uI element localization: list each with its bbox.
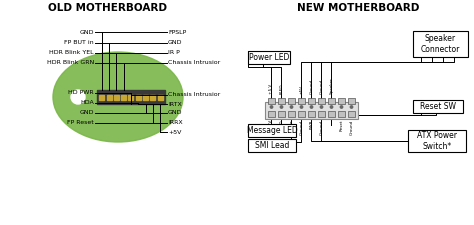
Text: NEW MOTHERBOARD: NEW MOTHERBOARD: [297, 3, 419, 13]
Text: Ground: Ground: [310, 79, 313, 94]
Ellipse shape: [53, 52, 183, 142]
Text: IRRX: IRRX: [168, 121, 182, 126]
Text: +5 V: +5 V: [270, 119, 273, 130]
Text: ExtSMIe: ExtSMIe: [290, 119, 293, 136]
Bar: [248, 51, 290, 64]
Bar: [265, 101, 358, 119]
Text: Power LED: Power LED: [249, 53, 289, 62]
Bar: [248, 124, 296, 137]
Bar: [99, 94, 104, 99]
Circle shape: [290, 106, 293, 108]
Text: Chassis Intrusior: Chassis Intrusior: [168, 92, 220, 97]
Circle shape: [330, 106, 333, 108]
Text: Speaker
Connector: Speaker Connector: [421, 34, 460, 54]
Bar: [278, 97, 285, 104]
Bar: [143, 94, 148, 99]
Text: GND: GND: [168, 110, 182, 115]
Bar: [348, 97, 355, 104]
Bar: [318, 110, 325, 117]
Circle shape: [320, 106, 323, 108]
Bar: [150, 94, 155, 99]
Text: Ground: Ground: [319, 79, 323, 94]
Circle shape: [350, 106, 353, 108]
Text: Ground: Ground: [349, 119, 354, 135]
Text: +5 V: +5 V: [270, 84, 273, 94]
Text: Reset: Reset: [339, 119, 344, 131]
Text: PWR: PWR: [310, 119, 313, 129]
Text: +5V: +5V: [300, 86, 303, 94]
Text: Reset SW: Reset SW: [420, 102, 456, 111]
Bar: [248, 139, 296, 152]
Bar: [338, 110, 345, 117]
Circle shape: [310, 106, 313, 108]
Bar: [128, 94, 134, 99]
Text: +5V: +5V: [168, 130, 182, 135]
Bar: [114, 94, 119, 99]
Text: GND: GND: [168, 40, 182, 45]
Bar: [413, 31, 468, 57]
Bar: [298, 110, 305, 117]
Bar: [107, 94, 111, 99]
Circle shape: [340, 106, 343, 108]
Text: FPSLP: FPSLP: [168, 29, 186, 34]
Text: IRTX: IRTX: [168, 101, 182, 106]
Text: PLED: PLED: [280, 84, 283, 94]
Circle shape: [301, 106, 303, 108]
Bar: [288, 97, 295, 104]
Text: OLD MOTHERBOARD: OLD MOTHERBOARD: [48, 3, 167, 13]
Bar: [288, 110, 295, 117]
Bar: [408, 130, 466, 152]
Circle shape: [71, 90, 85, 104]
Circle shape: [280, 106, 283, 108]
Text: HD PWR: HD PWR: [68, 90, 94, 95]
Bar: [158, 94, 163, 99]
Text: GND: GND: [80, 110, 94, 115]
Text: GND: GND: [80, 29, 94, 34]
Text: Chassis Intrusior: Chassis Intrusior: [168, 61, 220, 65]
Text: MLED: MLED: [280, 119, 283, 131]
Text: FP Reset: FP Reset: [67, 121, 94, 126]
Text: FP BUT in: FP BUT in: [64, 40, 94, 45]
Text: SMI Lead: SMI Lead: [255, 141, 289, 150]
Bar: [328, 110, 335, 117]
Bar: [278, 110, 285, 117]
Text: ATX Power
Switch*: ATX Power Switch*: [417, 131, 457, 151]
Text: Ground: Ground: [300, 119, 303, 135]
Bar: [413, 100, 463, 113]
Text: HDR Blink GRN: HDR Blink GRN: [47, 61, 94, 65]
Bar: [318, 97, 325, 104]
Bar: [136, 94, 141, 99]
Bar: [97, 90, 165, 104]
Bar: [308, 110, 315, 117]
Bar: [338, 97, 345, 104]
Bar: [298, 97, 305, 104]
Bar: [268, 110, 275, 117]
Bar: [268, 97, 275, 104]
Text: Message LED: Message LED: [246, 126, 297, 135]
Text: HDA: HDA: [80, 101, 94, 106]
Text: HDR Blink YEL: HDR Blink YEL: [49, 50, 94, 56]
Circle shape: [270, 106, 273, 108]
Text: Ground: Ground: [319, 119, 323, 135]
Text: Speaker: Speaker: [329, 78, 334, 94]
Bar: [328, 97, 335, 104]
Bar: [348, 110, 355, 117]
Bar: [308, 97, 315, 104]
Bar: [121, 94, 126, 99]
Text: IR P: IR P: [168, 50, 180, 56]
